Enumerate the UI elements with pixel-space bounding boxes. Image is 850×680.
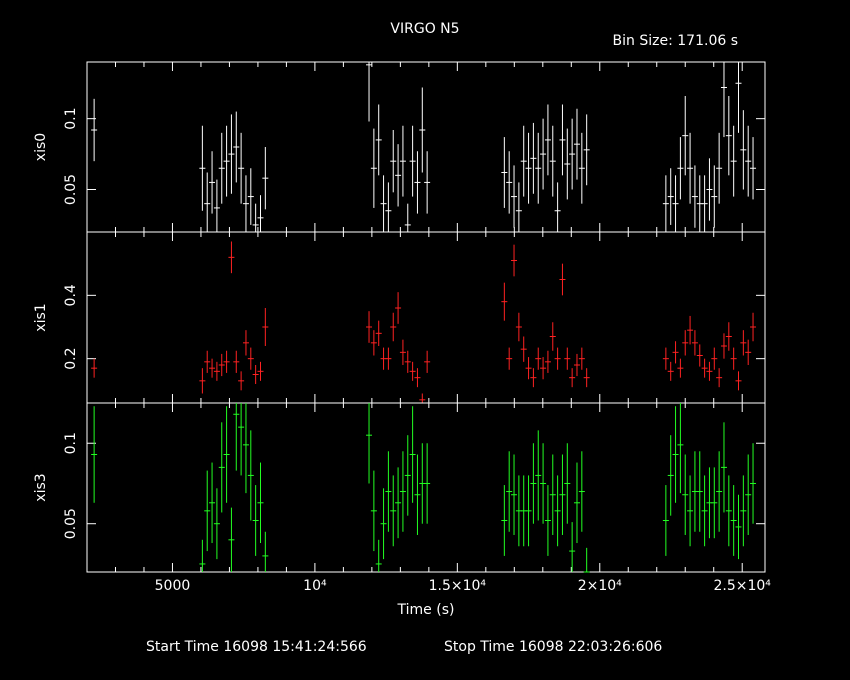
y-axis-label-xis0: xis0 xyxy=(33,133,49,161)
x-tick-label: 2×10⁴ xyxy=(578,578,622,594)
y-tick-label: 0.2 xyxy=(63,348,79,370)
y-tick-label: 0.05 xyxy=(63,508,79,539)
y-tick-label: 0.4 xyxy=(63,284,79,306)
start-time-label: Start Time 16098 15:41:24:566 xyxy=(146,639,367,655)
panel-frame-xis0 xyxy=(86,61,766,233)
y-tick-label: 0.1 xyxy=(63,108,79,130)
x-tick-label: 5000 xyxy=(155,578,191,594)
y-axis-label-xis1: xis1 xyxy=(33,303,49,331)
y-tick-label: 0.05 xyxy=(63,174,79,205)
x-tick-label: 1.5×10⁴ xyxy=(429,578,487,594)
y-tick-label: 0.1 xyxy=(63,432,79,454)
y-axis-label-xis3: xis3 xyxy=(33,473,49,501)
panels: xis0 0.05 0.1 xis1 0.2 0.4 xis3 0.05 0.1 5000 10⁴ 1… xyxy=(33,61,771,618)
chart-title: VIRGO N5 xyxy=(390,21,459,37)
bin-size-label: Bin Size: 171.06 s xyxy=(613,33,738,49)
panel-frame-xis1 xyxy=(86,231,766,404)
x-tick-label: 10⁴ xyxy=(303,578,327,594)
x-tick-label: 2.5×10⁴ xyxy=(713,578,771,594)
stop-time-label: Stop Time 16098 22:03:26:606 xyxy=(444,639,662,655)
panel-frame-xis3 xyxy=(86,402,766,573)
x-axis-label: Time (s) xyxy=(397,602,455,618)
